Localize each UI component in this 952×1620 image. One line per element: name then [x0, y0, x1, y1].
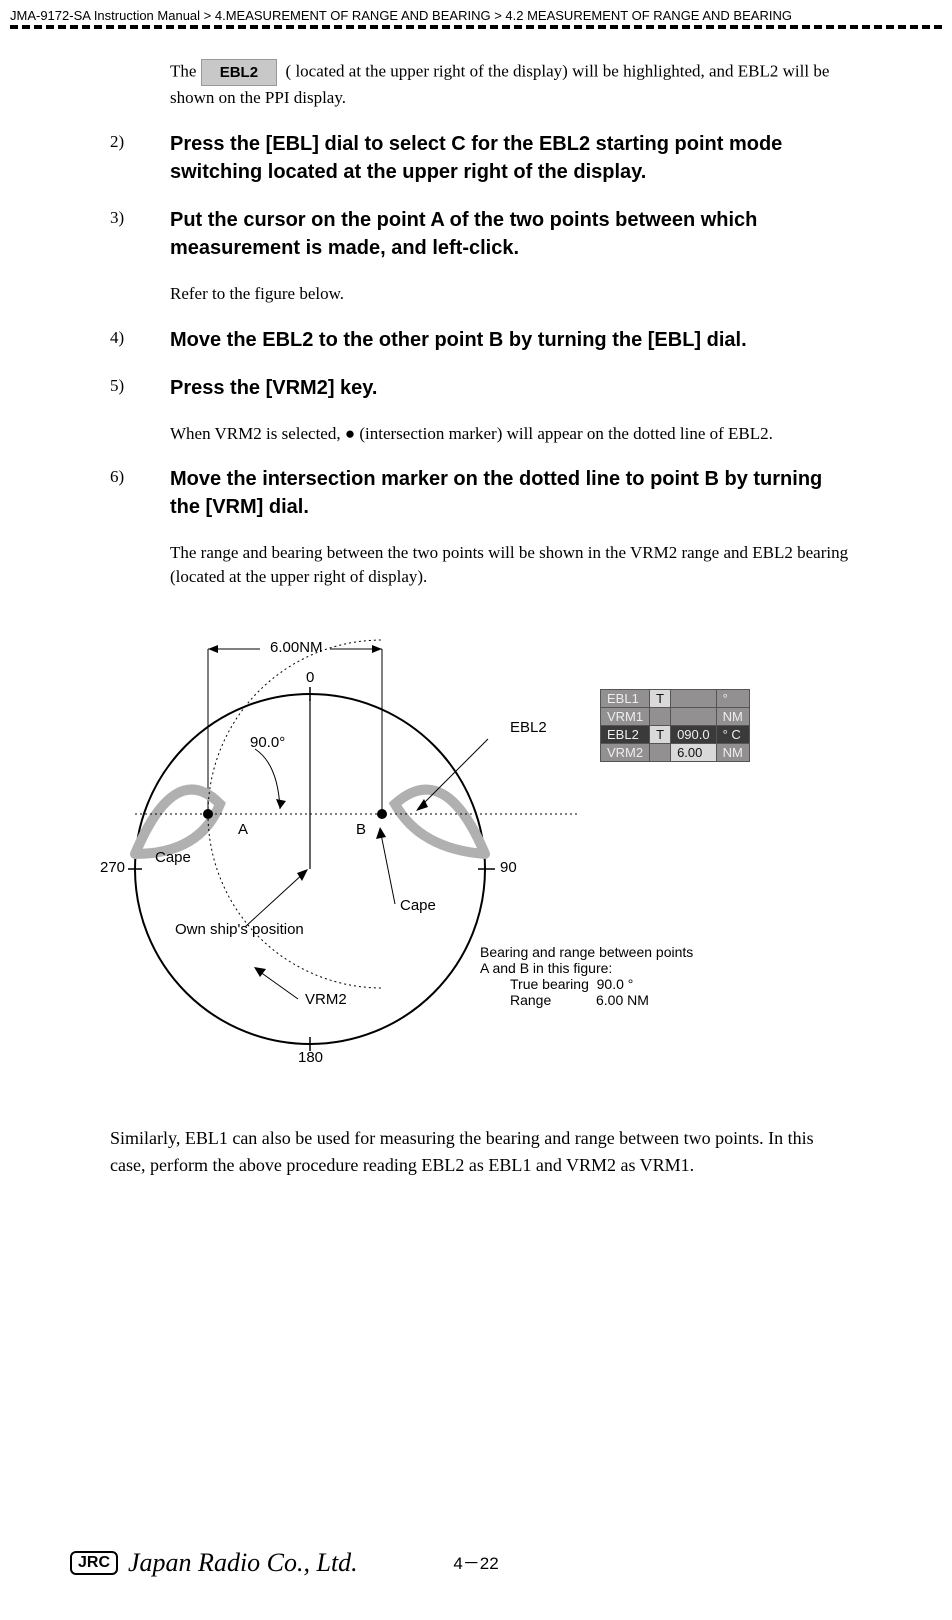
- step-num: 6): [110, 465, 170, 521]
- breadcrumb-2: 4.MEASUREMENT OF RANGE AND BEARING: [215, 8, 491, 23]
- t-r4c4: NM: [716, 743, 749, 761]
- step-5: 5) Press the [VRM2] key.: [110, 374, 852, 402]
- vrm2-label: VRM2: [305, 991, 347, 1008]
- step-title: Move the EBL2 to the other point B by tu…: [170, 326, 747, 354]
- step-title: Move the intersection marker on the dott…: [170, 465, 852, 521]
- cap-l3r: 90.0 °: [597, 976, 634, 992]
- own-ship: Own ship's position: [175, 921, 304, 938]
- breadcrumb-3: 4.2 MEASUREMENT OF RANGE AND BEARING: [505, 8, 792, 23]
- cape-right: Cape: [400, 897, 436, 914]
- intro-para: The EBL2 ( located at the upper right of…: [170, 59, 852, 110]
- caption-block: Bearing and range between points A and B…: [480, 944, 693, 1008]
- breadcrumb-1: JMA-9172-SA Instruction Manual: [10, 8, 200, 23]
- axis-90: 90: [500, 859, 517, 876]
- step-title: Put the cursor on the point A of the two…: [170, 206, 852, 262]
- t-r3c2: T: [650, 725, 671, 743]
- t-r1c3: [671, 689, 717, 707]
- breadcrumb-sep: >: [200, 8, 215, 23]
- step-num: 2): [110, 130, 170, 186]
- t-r1c2: T: [650, 689, 671, 707]
- breadcrumb: JMA-9172-SA Instruction Manual > 4.MEASU…: [0, 0, 952, 25]
- step-5-body: When VRM2 is selected, ● (intersection m…: [170, 422, 852, 446]
- t-r2c1: VRM1: [601, 707, 650, 725]
- step-3: 3) Put the cursor on the point A of the …: [110, 206, 852, 262]
- page-footer: 4－22: [0, 1549, 952, 1574]
- t-r3c1: EBL2: [601, 725, 650, 743]
- cap-l3l: True bearing: [510, 976, 589, 992]
- axis-0: 0: [306, 669, 314, 686]
- ebl2-label: EBL2: [510, 719, 547, 736]
- page-number: 4－22: [453, 1554, 498, 1573]
- step-6: 6) Move the intersection marker on the d…: [110, 465, 852, 521]
- diagram: 6.00NM 0 90.0° A B Cape 270 90 Own ship'…: [110, 609, 852, 1109]
- step-title: Press the [VRM2] key.: [170, 374, 378, 402]
- axis-270: 270: [100, 859, 125, 876]
- t-r3c4: ° C: [716, 725, 749, 743]
- angle-label: 90.0°: [250, 734, 285, 751]
- t-r2c2: [650, 707, 671, 725]
- ebl2-badge: EBL2: [201, 59, 277, 86]
- breadcrumb-sep2: >: [491, 8, 506, 23]
- t-r1c1: EBL1: [601, 689, 650, 707]
- cap-l4r: 6.00 NM: [596, 992, 649, 1008]
- step-3-body: Refer to the figure below.: [170, 282, 852, 306]
- step-2: 2) Press the [EBL] dial to select C for …: [110, 130, 852, 186]
- t-r1c4: °: [716, 689, 749, 707]
- t-r4c2: [650, 743, 671, 761]
- step-num: 4): [110, 326, 170, 354]
- point-a: A: [238, 821, 248, 838]
- closing-para: Similarly, EBL1 can also be used for mea…: [110, 1125, 852, 1179]
- cap-l2: A and B in this figure:: [480, 960, 693, 976]
- intro-the: The: [170, 61, 201, 80]
- step-num: 5): [110, 374, 170, 402]
- step-6-body: The range and bearing between the two po…: [170, 541, 852, 589]
- axis-180: 180: [298, 1049, 323, 1066]
- t-r2c4: NM: [716, 707, 749, 725]
- readout-table: EBL1 T ° VRM1 NM EBL2 T 090.0 ° C VRM2 6…: [600, 689, 750, 762]
- cape-left: Cape: [155, 849, 191, 866]
- point-b: B: [356, 821, 366, 838]
- dashed-divider: [10, 25, 942, 29]
- cap-l1: Bearing and range between points: [480, 944, 693, 960]
- cap-l4l: Range: [510, 992, 596, 1008]
- t-r3c3: 090.0: [671, 725, 717, 743]
- range-label: 6.00NM: [270, 639, 323, 656]
- t-r4c3: 6.00: [671, 743, 717, 761]
- step-4: 4) Move the EBL2 to the other point B by…: [110, 326, 852, 354]
- step-num: 3): [110, 206, 170, 262]
- t-r4c1: VRM2: [601, 743, 650, 761]
- t-r2c3: [671, 707, 717, 725]
- step-title: Press the [EBL] dial to select C for the…: [170, 130, 852, 186]
